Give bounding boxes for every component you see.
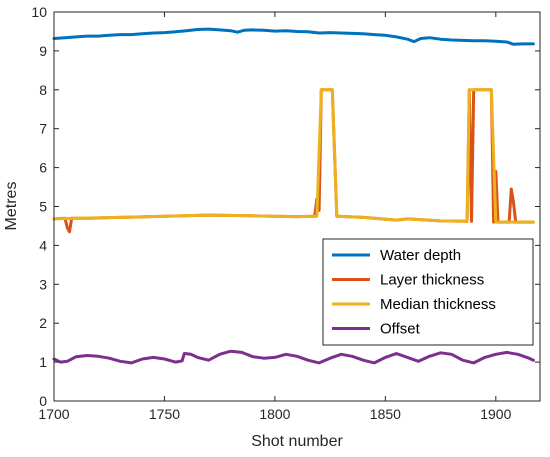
y-tick-label: 1 [39, 354, 47, 370]
y-tick-label: 9 [39, 43, 47, 59]
x-axis-title: Shot number [251, 433, 343, 450]
legend: Water depth Layer thickness Median thickne… [322, 238, 534, 346]
y-tick-label: 8 [39, 82, 47, 98]
legend-label: Median thickness [380, 296, 496, 313]
y-tick-label: 6 [39, 160, 47, 176]
series-line-3 [52, 88, 535, 224]
y-tick-label: 5 [39, 199, 47, 215]
x-tick-label: 1800 [259, 406, 290, 422]
ticks-layer: 1700 1750 1800 1850 1900 0 1 2 3 4 5 6 7 8 9 10 [31, 4, 540, 422]
y-tick-label: 0 [39, 393, 47, 409]
series-line-1 [52, 27, 535, 46]
series-layer [52, 27, 535, 365]
x-tick-label: 1900 [480, 406, 511, 422]
legend-label: Offset [380, 321, 421, 338]
y-tick-label: 4 [39, 237, 47, 253]
x-tick-label: 1850 [370, 406, 401, 422]
x-tick-label: 1750 [149, 406, 180, 422]
y-tick-label: 10 [31, 4, 47, 20]
y-tick-label: 2 [39, 315, 47, 331]
legend-label: Water depth [380, 247, 461, 264]
y-tick-label: 3 [39, 276, 47, 292]
y-tick-label: 7 [39, 121, 47, 137]
y-axis-title: Metres [3, 182, 20, 231]
series-line-4 [52, 349, 535, 365]
x-tick-label: 1700 [38, 406, 69, 422]
legend-label: Layer thickness [380, 272, 484, 289]
